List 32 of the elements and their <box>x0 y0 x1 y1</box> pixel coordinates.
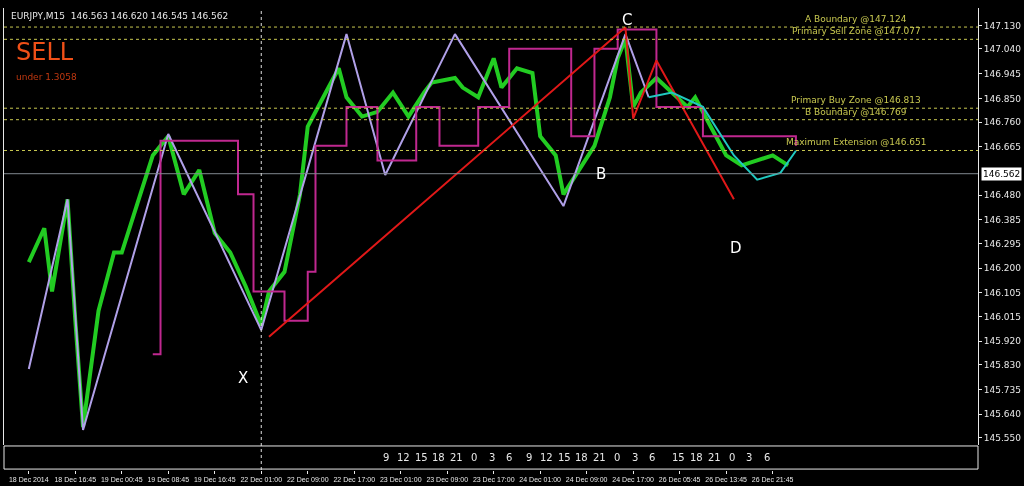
y-tick-label: 147.040 <box>983 44 1022 55</box>
y-tick-label: 146.850 <box>983 93 1022 104</box>
ref-line-label: B Boundary @146.769 <box>805 107 907 117</box>
y-tick-label: 145.550 <box>983 432 1022 443</box>
y-tick-label: 147.130 <box>983 20 1022 31</box>
annotation: B <box>596 165 607 183</box>
y-tick-label: 146.105 <box>983 288 1022 299</box>
ref-line-label: Primary Sell Zone @147.077 <box>792 26 921 36</box>
y-tick-label: 145.920 <box>983 336 1022 347</box>
annotation: EURJPY,M15 146.563 146.620 146.545 146.562 <box>11 11 229 21</box>
y-tick-label: 146.945 <box>983 68 1022 79</box>
annotation: under 1.3058 <box>16 72 77 82</box>
text: 15 18 21 0 3 6 <box>672 452 771 463</box>
text: 9 12 15 18 21 0 3 6 <box>383 452 513 463</box>
annotation: X <box>238 369 249 387</box>
annotation: D <box>730 239 742 257</box>
y-tick-label: 145.735 <box>983 384 1022 395</box>
annotation: C <box>622 11 633 29</box>
y-tick-label: 145.830 <box>983 359 1022 370</box>
y-tick-label: 145.640 <box>983 409 1022 420</box>
y-tick-label: 146.385 <box>983 215 1022 226</box>
y-tick-label: 146.480 <box>983 190 1022 201</box>
y-tick-label: 146.015 <box>983 311 1022 322</box>
ref-line-label: A Boundary @147.124 <box>805 14 907 24</box>
text: 9 12 15 18 21 0 3 6 <box>526 452 656 463</box>
annotation: SELL <box>16 38 74 66</box>
y-tick-label: 146.665 <box>983 141 1022 152</box>
ref-line-label: 146.562 <box>983 169 1021 179</box>
y-tick-label: 146.760 <box>983 117 1022 128</box>
ref-line-label: Primary Buy Zone @146.813 <box>791 95 921 105</box>
y-tick-label: 146.295 <box>983 238 1022 249</box>
y-tick-label: 146.200 <box>983 263 1022 274</box>
